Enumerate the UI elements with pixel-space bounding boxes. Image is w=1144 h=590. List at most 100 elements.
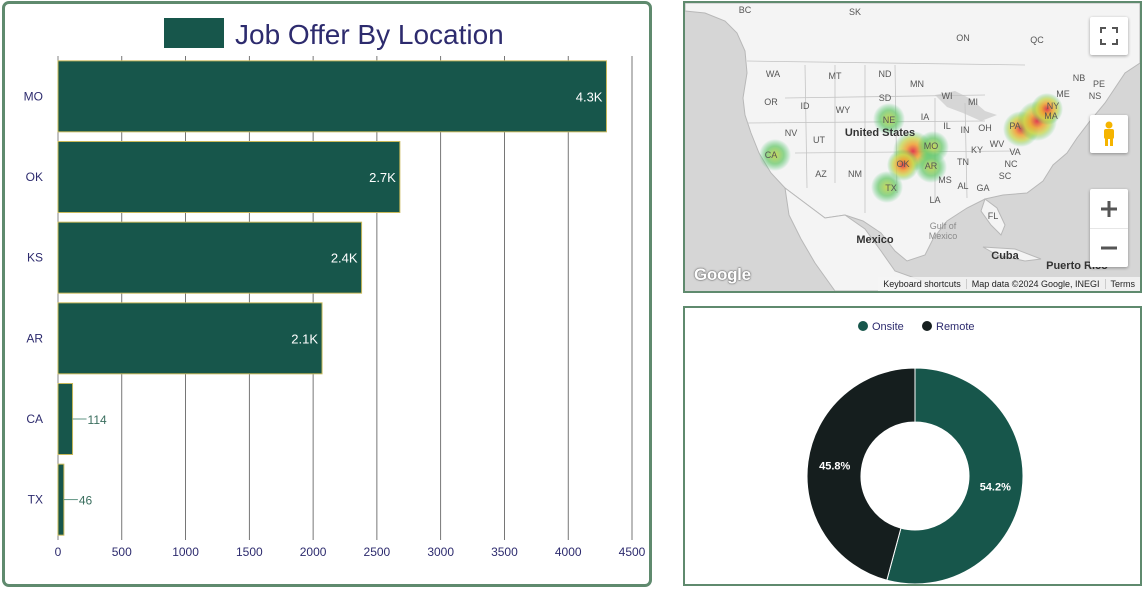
map-label: BC (739, 5, 752, 15)
keyboard-shortcuts-link[interactable]: Keyboard shortcuts (883, 279, 961, 289)
google-logo[interactable]: Google (694, 265, 751, 284)
street-view-button[interactable] (1090, 115, 1128, 153)
x-tick-label: 1500 (236, 545, 263, 559)
map-label: LA (929, 195, 940, 205)
legend-marker[interactable] (858, 321, 868, 331)
x-tick-label: 3000 (427, 545, 454, 559)
slice-label: 45.8% (819, 460, 850, 472)
x-tick-label: 2500 (364, 545, 391, 559)
x-tick-label: 1000 (172, 545, 199, 559)
donut-slice[interactable] (806, 367, 916, 581)
bar[interactable] (57, 383, 74, 455)
chart-title: Job Offer By Location (235, 19, 504, 50)
map-label: NB (1073, 73, 1086, 83)
fullscreen-icon (1100, 27, 1118, 45)
map-label: SD (879, 93, 892, 103)
bar[interactable] (57, 463, 65, 536)
legend-marker[interactable] (922, 321, 932, 331)
map-label: MT (829, 71, 842, 81)
map-label: ID (801, 101, 811, 111)
y-tick-label: MO (24, 89, 43, 103)
x-tick-label: 3500 (491, 545, 518, 559)
map-data-attribution: Map data ©2024 Google, INEGI (965, 279, 1105, 289)
legend-label[interactable]: Onsite (872, 321, 904, 333)
x-tick-label: 500 (112, 545, 132, 559)
florida-landmass (980, 198, 1006, 236)
map-label: NV (785, 128, 798, 138)
data-label: 2.7K (369, 170, 396, 185)
slice-label: 54.2% (980, 482, 1011, 494)
x-tick-label: 0 (55, 545, 62, 559)
map-label: OR (764, 97, 778, 107)
map-label: WA (766, 69, 780, 79)
map-label: FL (988, 211, 999, 221)
pie-chart-panel: Onsite Remote 54.2% 45.8% (683, 306, 1142, 586)
map-label: PA (1009, 121, 1020, 131)
map-panel[interactable]: BC SK ON QC WA MT ND MN NB PE NS ME OR ID WY SD WI MI NY NV… (683, 1, 1142, 293)
bar[interactable] (57, 221, 363, 294)
map-label: CA (765, 150, 778, 160)
map-label: Gulf of (930, 221, 957, 231)
fullscreen-button[interactable] (1090, 17, 1128, 55)
x-tick-label: 4000 (555, 545, 582, 559)
bar[interactable] (57, 141, 401, 213)
map-label: WI (942, 91, 953, 101)
heat-spot-ma (1031, 93, 1063, 125)
map-label: UT (813, 135, 825, 145)
map-geography: BC SK ON QC WA MT ND MN NB PE NS ME OR ID WY SD WI MI NY NV… (685, 3, 1140, 291)
heat-spot-tx (871, 171, 903, 203)
legend-swatch (164, 18, 224, 48)
heat-spot-ar (915, 151, 947, 183)
zoom-out-button[interactable] (1090, 229, 1128, 267)
map-label: Cuba (991, 250, 1019, 262)
y-tick-label: TX (28, 493, 43, 507)
y-tick-label: CA (26, 412, 43, 426)
map-label: United States (845, 127, 915, 139)
state-borders (746, 60, 1026, 213)
pegman-icon (1104, 121, 1114, 146)
map-label: ON (956, 33, 970, 43)
map-label: IL (943, 121, 951, 131)
donut-chart: Onsite Remote 54.2% 45.8% (806, 321, 1024, 584)
map-label: TX (885, 183, 897, 193)
map-label: OH (978, 123, 992, 133)
y-tick-label: AR (26, 331, 43, 345)
minus-icon (1101, 246, 1117, 249)
map-label: OK (896, 159, 909, 169)
zoom-in-button[interactable] (1090, 190, 1128, 229)
plus-icon (1101, 200, 1117, 217)
map-label: AR (925, 161, 938, 171)
map-label: WY (836, 105, 851, 115)
map-label: MO (924, 141, 939, 151)
map-label: MN (910, 79, 924, 89)
map-label: WV (990, 139, 1005, 149)
map-label: Mexico (856, 234, 894, 246)
map-canvas[interactable]: BC SK ON QC WA MT ND MN NB PE NS ME OR ID WY SD WI MI NY NV… (685, 3, 1140, 291)
data-label: 2.4K (331, 251, 358, 266)
legend-label[interactable]: Remote (936, 321, 975, 333)
map-label: ME (1056, 89, 1070, 99)
donut-slice[interactable] (886, 367, 1024, 584)
map-label: KY (971, 145, 983, 155)
terms-link[interactable]: Terms (1104, 279, 1141, 289)
data-label: 4.3K (576, 89, 603, 104)
x-tick-label: 2000 (300, 545, 327, 559)
map-label: SK (849, 7, 861, 17)
x-tick-label: 4500 (619, 545, 646, 559)
map-label: PE (1093, 79, 1105, 89)
map-label: NS (1089, 91, 1102, 101)
map-label: AL (957, 181, 968, 191)
map-label: AZ (815, 169, 827, 179)
cuba-landmass (982, 246, 1042, 262)
map-label: SC (999, 171, 1012, 181)
map-label: NC (1005, 159, 1018, 169)
y-tick-label: OK (26, 170, 43, 184)
map-label: ND (879, 69, 892, 79)
heat-spot-ca (759, 139, 791, 171)
map-label: Mexico (929, 231, 958, 241)
bar[interactable] (57, 302, 323, 375)
heat-spot-ne (873, 103, 905, 135)
bar[interactable] (57, 60, 607, 133)
map-label: MS (938, 175, 952, 185)
map-footer: Keyboard shortcuts Map data ©2024 Google… (878, 277, 1140, 291)
